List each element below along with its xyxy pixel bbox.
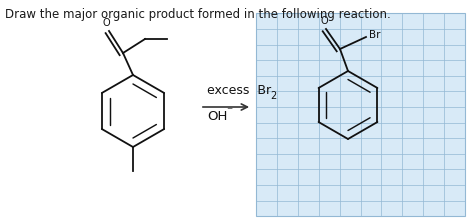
Text: O: O bbox=[102, 18, 110, 28]
Text: Br: Br bbox=[369, 30, 380, 40]
Text: Draw the major organic product formed in the following reaction.: Draw the major organic product formed in… bbox=[5, 8, 391, 21]
Text: ⁻: ⁻ bbox=[226, 105, 232, 118]
Text: excess  Br: excess Br bbox=[207, 83, 271, 97]
Text: O: O bbox=[320, 16, 328, 26]
Text: 2: 2 bbox=[270, 91, 276, 101]
Text: OH: OH bbox=[207, 109, 227, 122]
Bar bbox=[256, 13, 465, 216]
